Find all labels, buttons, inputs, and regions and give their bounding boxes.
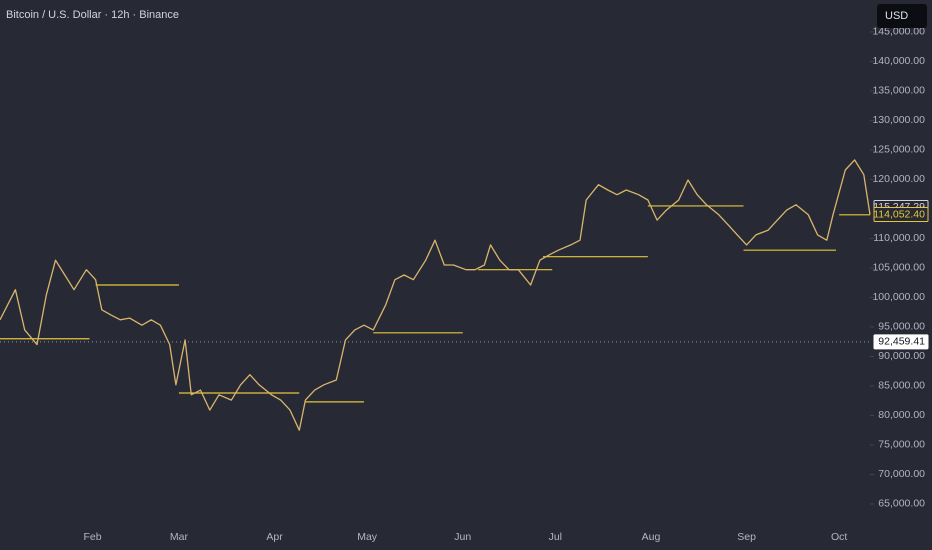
x-tick-label: Apr bbox=[266, 531, 283, 543]
price-marker-label: 92,459.41 bbox=[878, 336, 925, 348]
y-tick-label: 95,000.00 bbox=[878, 321, 925, 333]
y-tick-label: 120,000.00 bbox=[872, 173, 925, 185]
currency-button[interactable]: USD bbox=[877, 4, 927, 28]
price-marker bbox=[873, 206, 929, 222]
y-tick-label: 75,000.00 bbox=[878, 439, 925, 451]
x-tick-label: Jun bbox=[454, 531, 471, 543]
y-tick-label: 65,000.00 bbox=[878, 498, 925, 510]
y-tick-label: 70,000.00 bbox=[878, 468, 925, 480]
y-tick-label: 100,000.00 bbox=[872, 291, 925, 303]
y-tick-label: 125,000.00 bbox=[872, 144, 925, 156]
y-tick-label: 130,000.00 bbox=[872, 114, 925, 126]
y-tick-label: 140,000.00 bbox=[872, 55, 925, 67]
x-tick-label: Feb bbox=[84, 531, 102, 543]
y-tick-label: 85,000.00 bbox=[878, 380, 925, 392]
x-tick-label: Jul bbox=[549, 531, 562, 543]
x-tick-label: Sep bbox=[737, 531, 756, 543]
chart-title: Bitcoin / U.S. Dollar · 12h · Binance bbox=[6, 9, 180, 21]
y-tick-label: 90,000.00 bbox=[878, 350, 925, 362]
price-line bbox=[0, 159, 871, 431]
x-tick-label: Aug bbox=[642, 531, 661, 543]
y-tick-label: 110,000.00 bbox=[873, 232, 925, 244]
y-tick-label: 80,000.00 bbox=[878, 409, 925, 421]
x-tick-label: Oct bbox=[831, 531, 847, 543]
y-tick-label: 145,000.00 bbox=[872, 26, 925, 38]
price-marker-label: 114,052.40 bbox=[873, 208, 925, 220]
price-marker bbox=[873, 334, 929, 350]
x-tick-label: Mar bbox=[170, 531, 189, 543]
x-tick-label: May bbox=[357, 531, 378, 543]
y-tick-label: 105,000.00 bbox=[872, 262, 925, 274]
y-tick-label: 135,000.00 bbox=[872, 85, 925, 97]
